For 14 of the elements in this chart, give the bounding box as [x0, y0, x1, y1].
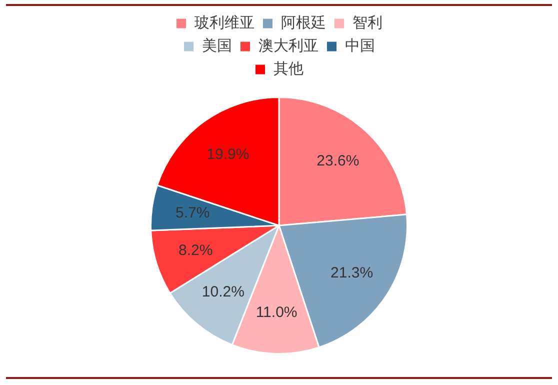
legend-label: 其他: [273, 59, 304, 78]
data-label: 8.2%: [178, 242, 213, 260]
legend-label: 美国: [202, 36, 232, 54]
legend-label: 阿根廷: [280, 13, 326, 32]
data-label: 19.9%: [206, 146, 250, 163]
legend-label: 澳大利亚: [258, 36, 318, 54]
legend-label: 玻利维亚: [194, 13, 254, 32]
data-label: 5.7%: [176, 204, 210, 222]
data-label: 10.2%: [202, 284, 244, 301]
data-label: 21.3%: [330, 264, 374, 282]
legend-label: 中国: [344, 36, 375, 54]
legend-label: 智利: [352, 13, 382, 32]
data-label: 11.0%: [256, 304, 298, 321]
data-label: 23.6%: [316, 152, 360, 170]
